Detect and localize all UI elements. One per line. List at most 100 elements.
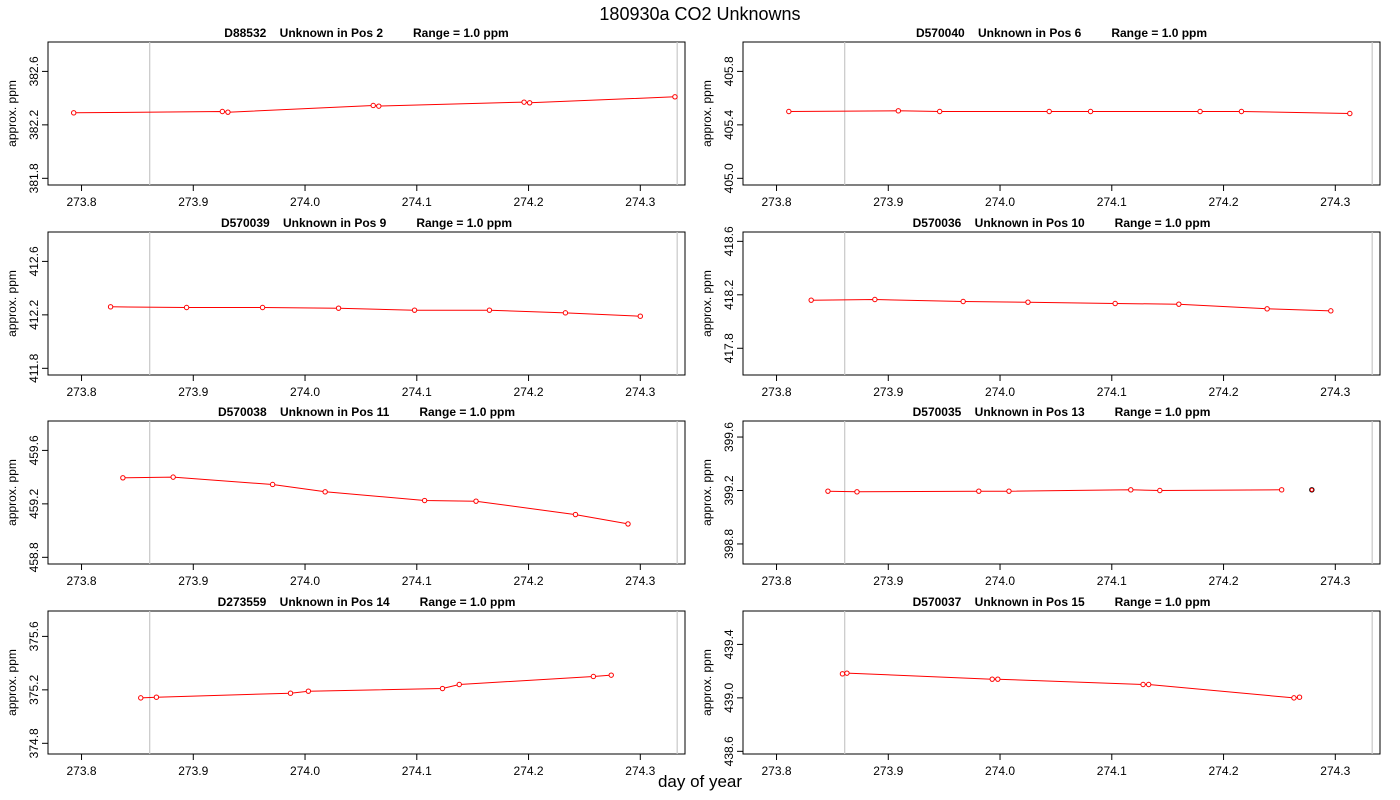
y-axis-label: approx. ppm bbox=[5, 459, 19, 526]
panel-title: D570039 Unknown in Pos 9 Range = 1.0 ppm bbox=[221, 216, 512, 230]
data-point bbox=[107, 304, 114, 310]
data-point bbox=[486, 307, 493, 313]
data-point bbox=[625, 521, 631, 527]
data-point bbox=[376, 103, 382, 109]
data-point bbox=[895, 108, 902, 114]
y-tick-label: 458.8 bbox=[27, 542, 41, 572]
x-tick-label: 273.8 bbox=[67, 764, 97, 778]
panel-title: D570037 Unknown in Pos 15 Range = 1.0 pp… bbox=[913, 595, 1211, 609]
y-tick-label: 418.2 bbox=[722, 279, 736, 309]
panel-title: D88532 Unknown in Pos 2 Range = 1.0 ppm bbox=[224, 26, 508, 40]
x-tick-label: 274.2 bbox=[514, 385, 544, 399]
y-axis-label: approx. ppm bbox=[5, 80, 19, 147]
x-tick-label: 274.1 bbox=[1097, 195, 1127, 209]
panel-6: D570035 Unknown in Pos 13 Range = 1.0 pp… bbox=[700, 405, 1381, 588]
data-point bbox=[1291, 695, 1297, 701]
x-tick-label: 274.3 bbox=[625, 764, 655, 778]
data-point bbox=[287, 690, 294, 696]
data-point bbox=[71, 110, 77, 116]
series-line bbox=[842, 672, 1300, 699]
series-line bbox=[811, 298, 1331, 312]
data-point bbox=[421, 497, 428, 504]
data-point bbox=[825, 488, 831, 494]
y-tick-label: 459.2 bbox=[27, 489, 41, 519]
x-tick-label: 274.2 bbox=[514, 574, 544, 588]
panel-title: D273559 Unknown in Pos 14 Range = 1.0 pp… bbox=[218, 595, 516, 609]
data-point bbox=[1145, 681, 1152, 688]
y-axis-label: approx. ppm bbox=[700, 459, 714, 526]
x-axis-label: day of year bbox=[657, 772, 743, 791]
y-tick-label: 412.2 bbox=[27, 300, 41, 330]
y-tick-label: 405.8 bbox=[722, 56, 736, 86]
data-point bbox=[989, 676, 995, 682]
x-tick-label: 274.3 bbox=[1320, 574, 1350, 588]
y-tick-label: 374.8 bbox=[27, 728, 41, 758]
x-tick-label: 274.1 bbox=[1097, 385, 1127, 399]
plot-frame bbox=[742, 231, 1381, 376]
panel-7: D273559 Unknown in Pos 14 Range = 1.0 pp… bbox=[5, 595, 686, 778]
x-tick-label: 274.3 bbox=[1320, 195, 1350, 209]
x-tick-label: 274.3 bbox=[1320, 764, 1350, 778]
data-point bbox=[1046, 108, 1052, 115]
plot-frame bbox=[47, 41, 686, 186]
y-tick-label: 375.2 bbox=[27, 675, 41, 705]
data-point bbox=[1328, 308, 1334, 314]
panel-2: D570040 Unknown in Pos 6 Range = 1.0 ppm… bbox=[700, 26, 1381, 209]
series-line bbox=[122, 476, 629, 525]
x-tick-label: 274.2 bbox=[1209, 764, 1239, 778]
data-point bbox=[1087, 108, 1094, 115]
panel-title: D570040 Unknown in Pos 6 Range = 1.0 ppm bbox=[916, 26, 1207, 40]
y-tick-label: 417.8 bbox=[722, 333, 736, 363]
x-tick-label: 274.0 bbox=[985, 195, 1015, 209]
panel-title: D570036 Unknown in Pos 10 Range = 1.0 pp… bbox=[913, 216, 1211, 230]
data-point bbox=[219, 108, 226, 115]
data-point bbox=[786, 108, 792, 115]
plot-frame bbox=[742, 420, 1381, 565]
y-axis-label: approx. ppm bbox=[700, 270, 714, 337]
y-tick-label: 399.6 bbox=[722, 422, 736, 452]
data-point bbox=[1347, 110, 1353, 117]
data-point bbox=[411, 307, 418, 313]
plot-frame bbox=[47, 420, 686, 565]
y-tick-label: 412.6 bbox=[27, 246, 41, 276]
y-axis-label: approx. ppm bbox=[700, 649, 714, 716]
x-tick-label: 274.0 bbox=[290, 764, 320, 778]
data-point bbox=[259, 304, 266, 311]
y-tick-label: 439.0 bbox=[722, 683, 736, 713]
x-tick-label: 274.1 bbox=[1097, 764, 1127, 778]
y-tick-label: 418.6 bbox=[722, 226, 736, 256]
data-point bbox=[170, 474, 176, 480]
y-tick-label: 439.4 bbox=[722, 629, 736, 659]
x-tick-label: 274.0 bbox=[290, 574, 320, 588]
data-point bbox=[305, 688, 312, 694]
x-tick-label: 273.8 bbox=[762, 574, 792, 588]
plot-frame bbox=[47, 231, 686, 376]
data-point bbox=[572, 511, 579, 518]
series-line bbox=[788, 110, 1350, 114]
data-point bbox=[335, 305, 342, 311]
panel-1: D88532 Unknown in Pos 2 Range = 1.0 ppm 2… bbox=[5, 26, 686, 209]
panel-8: D570037 Unknown in Pos 15 Range = 1.0 pp… bbox=[700, 595, 1381, 778]
x-tick-label: 274.3 bbox=[625, 195, 655, 209]
data-point bbox=[854, 489, 860, 495]
y-axis-label: approx. ppm bbox=[700, 80, 714, 147]
plot-frame bbox=[742, 41, 1381, 186]
x-tick-label: 274.1 bbox=[1097, 574, 1127, 588]
data-point bbox=[637, 313, 643, 319]
y-tick-label: 459.6 bbox=[27, 435, 41, 465]
data-point bbox=[936, 108, 943, 115]
panel-4: D570036 Unknown in Pos 10 Range = 1.0 pp… bbox=[700, 216, 1381, 399]
data-point bbox=[183, 304, 190, 311]
y-tick-label: 405.4 bbox=[722, 110, 736, 140]
x-tick-label: 273.8 bbox=[762, 385, 792, 399]
y-tick-label: 398.8 bbox=[722, 529, 736, 559]
data-point bbox=[370, 102, 376, 109]
x-tick-label: 273.9 bbox=[178, 764, 208, 778]
series-line bbox=[140, 674, 612, 699]
x-tick-label: 273.9 bbox=[178, 385, 208, 399]
data-point bbox=[1157, 487, 1163, 494]
y-axis-label: approx. ppm bbox=[5, 649, 19, 716]
x-tick-label: 274.0 bbox=[985, 574, 1015, 588]
data-point bbox=[995, 676, 1001, 682]
